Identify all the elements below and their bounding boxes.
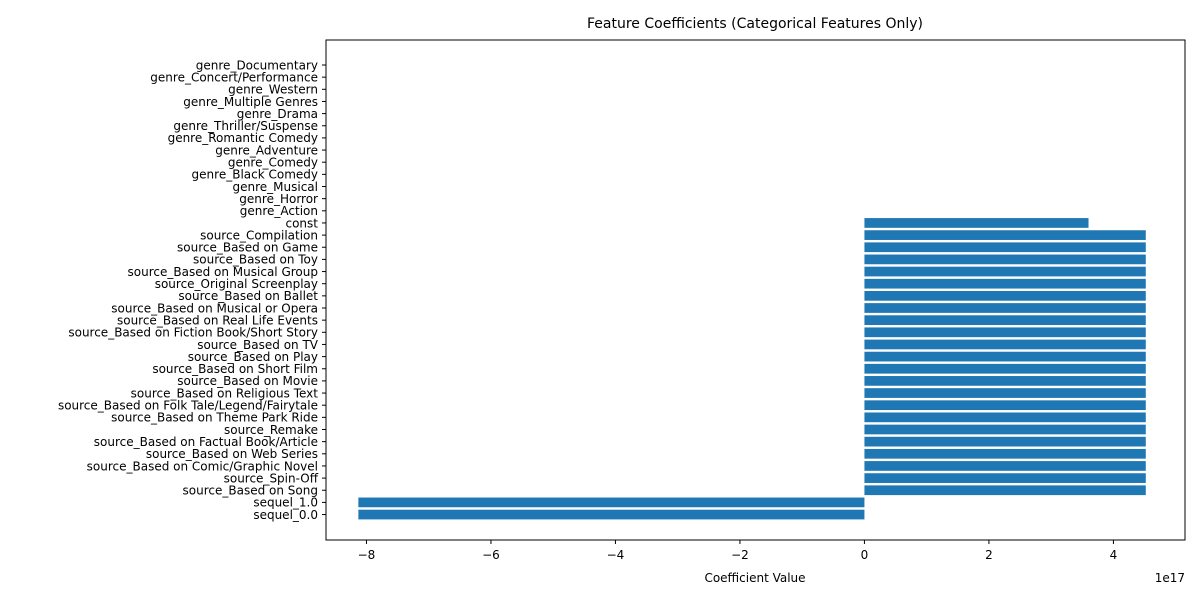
x-tick-label: −2 [731,548,749,562]
bar [864,412,1146,423]
bar [864,303,1146,313]
y-tick-label: source_Based on Folk Tale/Legend/Fairyta… [58,399,318,413]
y-tick-label: source_Based on Real Life Events [117,313,318,327]
bar [864,315,1146,326]
y-tick-label: genre_Romantic Comedy [168,131,318,145]
x-tick-label: 2 [985,548,993,562]
bar [864,254,1146,265]
y-tick-label: genre_Comedy [228,156,318,170]
bar [864,230,1146,240]
y-tick-label: source_Based on Musical Group [128,265,318,279]
bar [864,290,1146,301]
y-tick-label: source_Spin-Off [224,471,319,485]
bar [864,400,1146,411]
y-tick-label: source_Based on Theme Park Ride [111,411,318,425]
bar [358,497,865,508]
x-axis-scale-label: 1e17 [1155,571,1185,585]
y-tick-label: source_Based on Musical or Opera [111,301,318,315]
plot-frame [325,39,1186,541]
y-tick-label: source_Based on TV [197,338,319,352]
bar [864,436,1146,447]
y-tick-label: source_Based on Short Film [152,362,318,376]
y-tick-label: source_Based on Religious Text [131,386,319,400]
bar [864,376,1146,386]
y-ticks-group: genre_Documentarygenre_Concert/Performan… [58,58,326,522]
y-tick-label: genre_Multiple Genres [183,95,318,109]
y-tick-label: source_Original Screenplay [155,277,318,291]
bar [864,351,1146,362]
bar [358,509,865,520]
y-tick-label: source_Based on Play [188,350,318,364]
y-tick-label: genre_Documentary [196,58,318,72]
y-tick-label: genre_Adventure [215,143,318,157]
x-tick-label: 4 [1110,548,1118,562]
bar [864,461,1146,471]
x-tick-label: 0 [861,548,869,562]
bar [864,473,1146,483]
y-tick-label: sequel_1.0 [253,496,318,510]
bar [864,363,1146,374]
y-tick-label: genre_Musical [233,180,319,194]
chart-title: Feature Coefficients (Categorical Featur… [587,16,923,32]
y-tick-label: source_Based on Song [183,484,318,498]
bar [864,388,1146,398]
x-tick-label: −4 [607,548,625,562]
y-tick-label: source_Based on Web Series [146,447,318,461]
bar [864,266,1146,277]
y-tick-label: genre_Black Comedy [192,168,318,182]
y-tick-label: source_Based on Factual Book/Article [94,435,318,449]
y-tick-label: source_Based on Fiction Book/Short Story [68,326,318,340]
bar [864,278,1146,289]
y-tick-label: genre_Thriller/Suspense [173,119,318,133]
bar [864,339,1146,350]
x-ticks-group: −8 −6 −4 −2 0 2 4 [358,540,1118,562]
y-tick-label: genre_Western [228,83,318,97]
bar [864,218,1089,228]
y-tick-label: sequel_0.0 [253,508,318,522]
x-axis-label: Coefficient Value [704,571,805,585]
bar [864,242,1146,253]
y-tick-label: const [285,216,318,230]
bar [864,424,1146,435]
bar [864,448,1146,459]
y-tick-label: source_Based on Toy [193,253,318,267]
bars-group [358,218,1146,520]
x-tick-label: −8 [358,548,376,562]
y-tick-label: source_Compilation [200,228,318,242]
bar [864,485,1146,496]
y-tick-label: genre_Action [240,204,318,218]
y-tick-label: genre_Concert/Performance [150,70,318,84]
y-tick-label: genre_Drama [237,107,318,121]
y-tick-label: source_Based on Movie [177,374,318,388]
y-tick-label: source_Based on Comic/Graphic Novel [87,459,318,473]
x-tick-label: −6 [482,548,500,562]
y-tick-label: source_Based on Game [177,241,318,255]
y-tick-label: genre_Horror [239,192,318,206]
y-tick-label: source_Based on Ballet [178,289,318,303]
y-tick-label: source_Remake [224,423,318,437]
bar [864,327,1146,338]
